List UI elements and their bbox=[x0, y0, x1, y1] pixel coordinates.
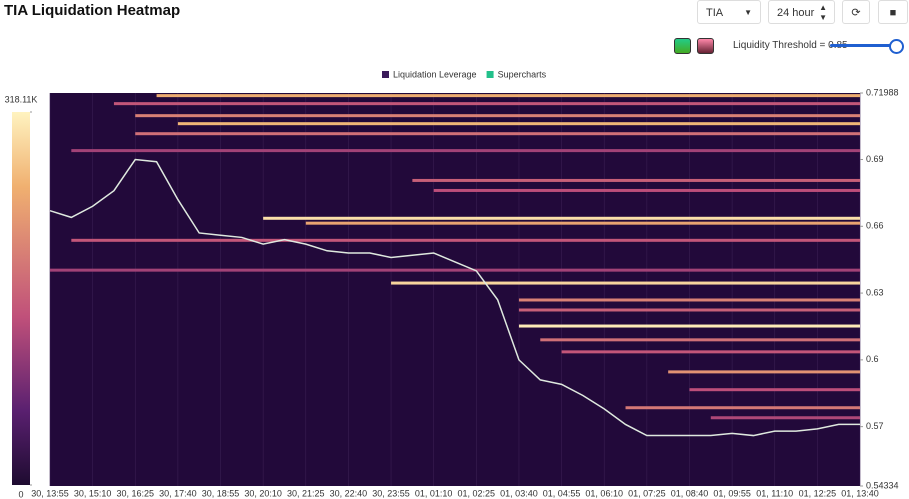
liquidation-band bbox=[177, 122, 861, 126]
x-tick-label: 01, 08:40 bbox=[671, 488, 709, 498]
x-tick-label: 30, 21:25 bbox=[287, 488, 325, 498]
y-tick-label: 0.63 bbox=[866, 287, 884, 297]
liquidation-band bbox=[518, 308, 860, 312]
threshold-label: Liquidity Threshold = 0.85 bbox=[733, 40, 848, 51]
x-tick-label: 01, 01:10 bbox=[415, 488, 453, 498]
plot-background bbox=[50, 93, 860, 486]
liquidation-band bbox=[391, 281, 860, 285]
liquidation-band bbox=[625, 406, 860, 410]
x-tick-label: 01, 06:10 bbox=[585, 488, 623, 498]
colorbar bbox=[12, 112, 30, 485]
x-tick-label: 30, 20:10 bbox=[244, 488, 282, 498]
liquidation-band bbox=[305, 221, 861, 225]
refresh-button[interactable]: ⟳ bbox=[842, 0, 870, 24]
theme-pink[interactable] bbox=[697, 38, 714, 54]
legend-swatch bbox=[486, 71, 494, 78]
page-title: TIA Liquidation Heatmap bbox=[4, 2, 181, 19]
liquidation-band bbox=[412, 178, 860, 182]
liquidation-band bbox=[71, 238, 860, 242]
x-tick-label: 01, 13:40 bbox=[841, 488, 879, 498]
colorbar-label: 0 bbox=[18, 489, 23, 499]
legend-label: Supercharts bbox=[498, 69, 547, 79]
y-tick-label: 0.54334 bbox=[866, 480, 899, 490]
x-tick-label: 01, 07:25 bbox=[628, 488, 666, 498]
symbol-select[interactable]: TIA ▼ bbox=[697, 0, 761, 24]
x-tick-label: 01, 04:55 bbox=[543, 488, 581, 498]
y-tick-label: 0.6 bbox=[866, 354, 879, 364]
liquidation-band bbox=[263, 216, 860, 220]
threshold-knob[interactable] bbox=[889, 39, 904, 54]
y-tick-label: 0.66 bbox=[866, 221, 884, 231]
theme-green[interactable] bbox=[674, 38, 691, 54]
liquidation-band bbox=[433, 188, 860, 192]
x-tick-label: 01, 12:25 bbox=[799, 488, 837, 498]
spin: ▲ ▼ bbox=[819, 3, 827, 22]
threshold-track[interactable] bbox=[830, 44, 896, 47]
x-tick-label: 30, 22:40 bbox=[330, 488, 368, 498]
liquidation-band bbox=[156, 94, 860, 98]
legend-label: Liquidation Leverage bbox=[393, 69, 477, 79]
liquidation-band bbox=[518, 324, 860, 328]
liquidation-band bbox=[50, 268, 860, 272]
liquidation-band bbox=[135, 114, 860, 118]
symbol-text: TIA bbox=[706, 7, 724, 19]
colorbar-label: 318.11K bbox=[5, 94, 38, 104]
x-tick-label: 01, 11:10 bbox=[756, 488, 793, 498]
liquidation-band bbox=[540, 338, 860, 342]
y-tick-label: 0.71988 bbox=[866, 87, 899, 97]
camera-button[interactable]: ■ bbox=[878, 0, 908, 24]
x-tick-label: 30, 23:55 bbox=[372, 488, 410, 498]
liquidation-band bbox=[518, 298, 860, 302]
x-tick-label: 01, 03:40 bbox=[500, 488, 538, 498]
liquidation-band bbox=[135, 132, 860, 136]
liquidation-band bbox=[113, 102, 860, 106]
liquidation-band bbox=[689, 388, 860, 392]
x-tick-label: 30, 15:10 bbox=[74, 488, 112, 498]
caret: ▼ bbox=[744, 8, 752, 17]
y-tick-label: 0.69 bbox=[866, 154, 884, 164]
x-tick-label: 30, 17:40 bbox=[159, 488, 197, 498]
x-tick-label: 01, 09:55 bbox=[713, 488, 751, 498]
liquidation-band bbox=[71, 149, 860, 153]
legend-swatch bbox=[382, 71, 389, 78]
x-tick-label: 30, 18:55 bbox=[202, 488, 240, 498]
x-tick-label: 01, 02:25 bbox=[458, 488, 496, 498]
y-tick-label: 0.57 bbox=[866, 421, 884, 431]
liquidation-band bbox=[561, 350, 860, 354]
liquidation-band bbox=[710, 416, 860, 420]
price-line bbox=[49, 158, 860, 437]
x-tick-label: 30, 13:55 bbox=[31, 488, 69, 498]
liquidation-band bbox=[668, 370, 860, 374]
x-tick-label: 30, 16:25 bbox=[116, 488, 154, 498]
interval-text: 24 hour bbox=[777, 7, 815, 19]
interval-select[interactable]: 24 hour ▲ ▼ bbox=[768, 0, 835, 24]
